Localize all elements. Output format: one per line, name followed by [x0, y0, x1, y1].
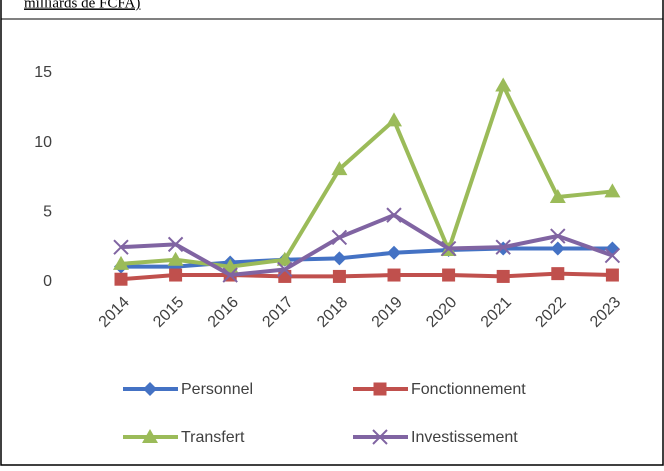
point: [222, 258, 239, 273]
y-tick-label: 15: [34, 64, 52, 81]
y-tick-label: 0: [43, 273, 52, 290]
point: [550, 228, 566, 244]
y-tick-label: 5: [43, 204, 52, 221]
point: [550, 241, 565, 256]
plot-area: 0 5 10 15 2014 2015 2016 2017 2018 2019 2020 2021 20…: [34, 64, 624, 446]
point: [331, 161, 348, 176]
y-tick-label: 10: [34, 134, 52, 151]
x-tick-label: 2022: [532, 294, 569, 331]
point: [113, 239, 129, 255]
point: [167, 251, 184, 266]
x-tick-label: 2020: [423, 294, 460, 331]
point: [442, 268, 456, 282]
series-line: [120, 271, 613, 282]
point: [332, 269, 346, 283]
x-tick-label: 2015: [150, 294, 187, 331]
legend-marker: [373, 382, 387, 396]
x-tick-label: 2018: [314, 294, 351, 331]
x-tick-label: 2014: [96, 294, 133, 331]
point: [386, 207, 402, 223]
series-line: [120, 213, 614, 278]
point: [495, 239, 511, 255]
point: [387, 268, 401, 282]
point: [276, 251, 293, 266]
series-line: [120, 83, 613, 269]
point: [114, 272, 128, 286]
point: [551, 267, 565, 281]
point: [386, 112, 402, 127]
point: [605, 268, 619, 282]
legend-marker: [143, 382, 157, 396]
x-tick-label: 2023: [587, 294, 624, 331]
legend-label: Transfert: [181, 429, 245, 446]
point: [496, 269, 510, 283]
x-tick-label: 2017: [259, 294, 296, 331]
legend-label: Investissement: [411, 429, 518, 446]
point: [332, 251, 347, 266]
point: [604, 247, 621, 264]
point: [277, 261, 293, 278]
x-tick-label: 2021: [478, 294, 515, 331]
point: [167, 236, 184, 253]
point: [113, 255, 129, 270]
point: [604, 183, 621, 198]
legend-label: Personnel: [181, 381, 253, 398]
point: [495, 77, 512, 92]
legend-marker: [142, 429, 158, 443]
point: [387, 245, 401, 260]
legend-marker: [372, 429, 388, 445]
point: [549, 189, 566, 204]
legend-label: Fonctionnement: [411, 381, 526, 398]
point: [169, 268, 183, 282]
point: [222, 267, 238, 283]
caption: milliards de FCFA): [24, 0, 140, 11]
x-tick-label: 2019: [369, 294, 406, 331]
point: [331, 229, 348, 246]
x-tick-label: 2016: [205, 294, 242, 331]
point: [440, 240, 457, 257]
